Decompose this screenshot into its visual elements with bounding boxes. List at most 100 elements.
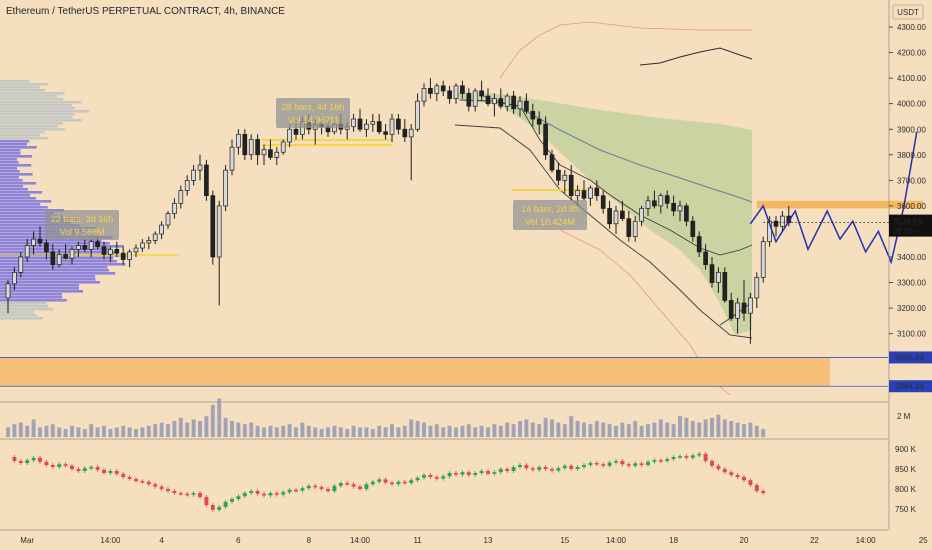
volume-profile-bar <box>0 272 116 275</box>
osc-candle-up <box>25 460 30 463</box>
candle-up <box>453 85 459 99</box>
volume-bar <box>63 429 68 437</box>
candle-down <box>82 245 88 250</box>
candle-down <box>581 190 587 199</box>
candle-up <box>504 95 510 107</box>
osc-candle-down <box>185 493 190 496</box>
volume-bar <box>364 427 369 437</box>
candle-down <box>524 100 529 112</box>
osc-candle-down <box>172 491 177 493</box>
volume-bar <box>511 424 516 437</box>
volume-bar <box>230 421 234 437</box>
time-tick-label: 8 <box>307 536 312 545</box>
candle-down <box>101 246 107 255</box>
candle-up <box>5 283 11 299</box>
osc-candle-up <box>562 465 567 469</box>
candle-up <box>562 174 568 181</box>
volume-profile-bar <box>0 101 82 104</box>
candle-down <box>511 95 516 110</box>
osc-candle-up <box>422 475 426 478</box>
volume-profile-bar <box>0 125 58 128</box>
candle-up <box>184 180 190 191</box>
osc-candle-down <box>703 453 708 461</box>
volume-profile-bar <box>0 302 47 305</box>
volume-profile-bar <box>0 137 48 140</box>
osc-candle-down <box>262 493 266 496</box>
volume-profile-bar <box>0 86 40 89</box>
osc-candle-up <box>556 468 561 471</box>
candle-up <box>12 271 17 285</box>
osc-candle-down <box>434 477 439 479</box>
currency-badge[interactable] <box>892 4 924 20</box>
volume-bar <box>434 424 439 437</box>
candle-up <box>677 205 683 212</box>
candle-up <box>351 118 356 128</box>
osc-candle-down <box>722 469 727 473</box>
volume-bar <box>562 424 567 437</box>
candle-down <box>607 208 612 225</box>
measure-label-volume: Vol 14.967M <box>288 115 338 125</box>
zone-bottom-label: 2894.24 <box>895 382 924 391</box>
candle-down <box>447 90 452 99</box>
candle-down <box>671 202 676 212</box>
osc-tick-label: 800 K <box>895 485 917 494</box>
time-tick-label: 25 <box>919 536 928 545</box>
volume-profile-bar <box>0 167 17 170</box>
volume-bar <box>223 417 228 437</box>
candle-down <box>773 220 779 227</box>
volume-profile-bar <box>0 263 126 266</box>
volume-profile-bar <box>0 248 112 251</box>
volume-profile-bar <box>0 203 41 206</box>
osc-candle-up <box>479 471 484 473</box>
volume-profile-bar <box>0 293 62 296</box>
volume-profile-bar <box>0 284 80 287</box>
volume-bar <box>89 424 94 437</box>
candle-up <box>434 85 440 94</box>
price-tick-label: 4200.00 <box>897 49 926 58</box>
volume-bar <box>415 421 420 437</box>
volume-bar <box>70 425 74 437</box>
volume-profile-bar <box>0 290 83 293</box>
candle-down <box>357 118 363 130</box>
osc-tick-label: 850 K <box>895 465 917 474</box>
osc-candle-up <box>447 473 452 477</box>
volume-bar <box>57 427 62 437</box>
osc-candle-up <box>332 485 337 491</box>
volume-bar <box>153 424 158 437</box>
zone-bottom-tag <box>889 380 932 393</box>
time-tick-label: Mar <box>20 536 34 545</box>
volume-bar <box>127 427 132 437</box>
candle-down <box>95 241 100 248</box>
osc-candle-up <box>614 461 618 463</box>
osc-candle-up <box>268 493 273 496</box>
candle-down <box>620 210 625 220</box>
osc-candle-down <box>134 479 138 481</box>
osc-candle-down <box>754 485 759 491</box>
osc-candle-down <box>198 493 202 497</box>
osc-candle-down <box>50 465 55 467</box>
volume-bar <box>242 424 247 437</box>
volume-bar <box>530 422 535 437</box>
osc-tick-label: 900 K <box>895 445 917 454</box>
osc-candle-up <box>607 462 612 466</box>
measure-label-bars: 22 bars, 3d 16h <box>51 214 114 224</box>
candle-down <box>63 254 68 259</box>
candle-up <box>748 297 753 314</box>
volume-bar <box>178 417 183 437</box>
volume-profile-bar <box>0 305 48 308</box>
volume-bar <box>588 424 593 437</box>
volume-bar <box>44 425 49 437</box>
candle-up <box>408 128 414 138</box>
osc-candle-down <box>716 465 721 469</box>
volume-bar <box>31 419 36 437</box>
osc-candle-up <box>652 460 657 462</box>
candle-up <box>216 205 222 258</box>
candle-down <box>626 218 632 237</box>
volume-profile-bar <box>0 221 71 224</box>
volume-bar <box>518 421 522 437</box>
volume-bar <box>447 425 452 437</box>
oscillator-pane <box>12 451 766 512</box>
osc-candle-down <box>127 477 132 479</box>
